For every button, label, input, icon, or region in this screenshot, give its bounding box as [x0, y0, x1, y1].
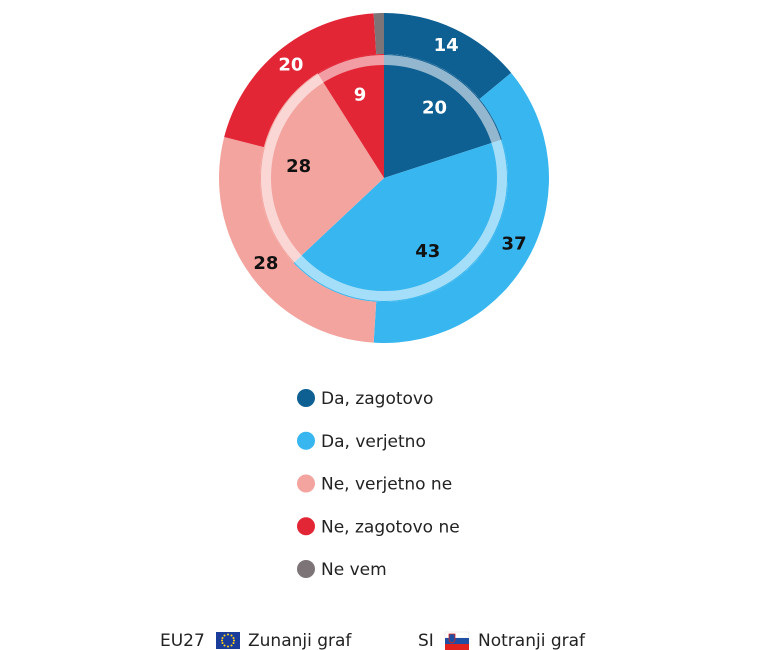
- pie-slice: [373, 72, 549, 343]
- inner-series-name: SI: [418, 631, 434, 650]
- legend-label: Da, zagotovo: [321, 389, 433, 409]
- legend-label: Ne, zagotovo ne: [321, 517, 460, 537]
- pie-slice: [293, 139, 508, 302]
- inner-series-description: Notranji graf: [478, 631, 586, 650]
- data-label: 20: [278, 55, 303, 76]
- data-label: 43: [415, 241, 440, 262]
- legend-label: Da, verjetno: [321, 432, 426, 452]
- legend-swatch: [297, 431, 315, 450]
- nested-pie: 14 37 28 20 20 43 28 9: [218, 13, 549, 343]
- pie-slice: [260, 73, 384, 263]
- eu-flag: [216, 632, 240, 649]
- data-label: 28: [286, 156, 311, 177]
- inner-ring-highlight: [261, 55, 507, 301]
- outer-series-description: Zunanji graf: [248, 631, 352, 650]
- pie-slice: [384, 13, 512, 99]
- data-label: 9: [354, 84, 367, 105]
- data-label: 14: [434, 35, 459, 56]
- legend-swatch: [297, 517, 315, 536]
- legend-swatch: [297, 474, 315, 493]
- footer: EU27 Zunanji graf SI Notranji graf: [160, 631, 586, 650]
- pie-slice: [317, 54, 384, 178]
- legend-label: Ne, verjetno ne: [321, 475, 452, 495]
- si-flag: [444, 631, 470, 650]
- pie-slice: [373, 13, 384, 55]
- outer-series-name: EU27: [160, 631, 205, 650]
- legend-label: Ne vem: [321, 560, 387, 580]
- legend: Da, zagotovo Da, verjetno Ne, verjetno ne N…: [297, 389, 460, 580]
- pie-slice: [224, 13, 377, 148]
- data-label: 28: [253, 253, 278, 274]
- legend-swatch: [297, 389, 315, 407]
- data-label: 37: [502, 233, 527, 254]
- data-label: 20: [422, 97, 447, 118]
- pie-slice: [218, 136, 377, 343]
- legend-swatch: [297, 560, 315, 578]
- pie-slice: [384, 54, 502, 178]
